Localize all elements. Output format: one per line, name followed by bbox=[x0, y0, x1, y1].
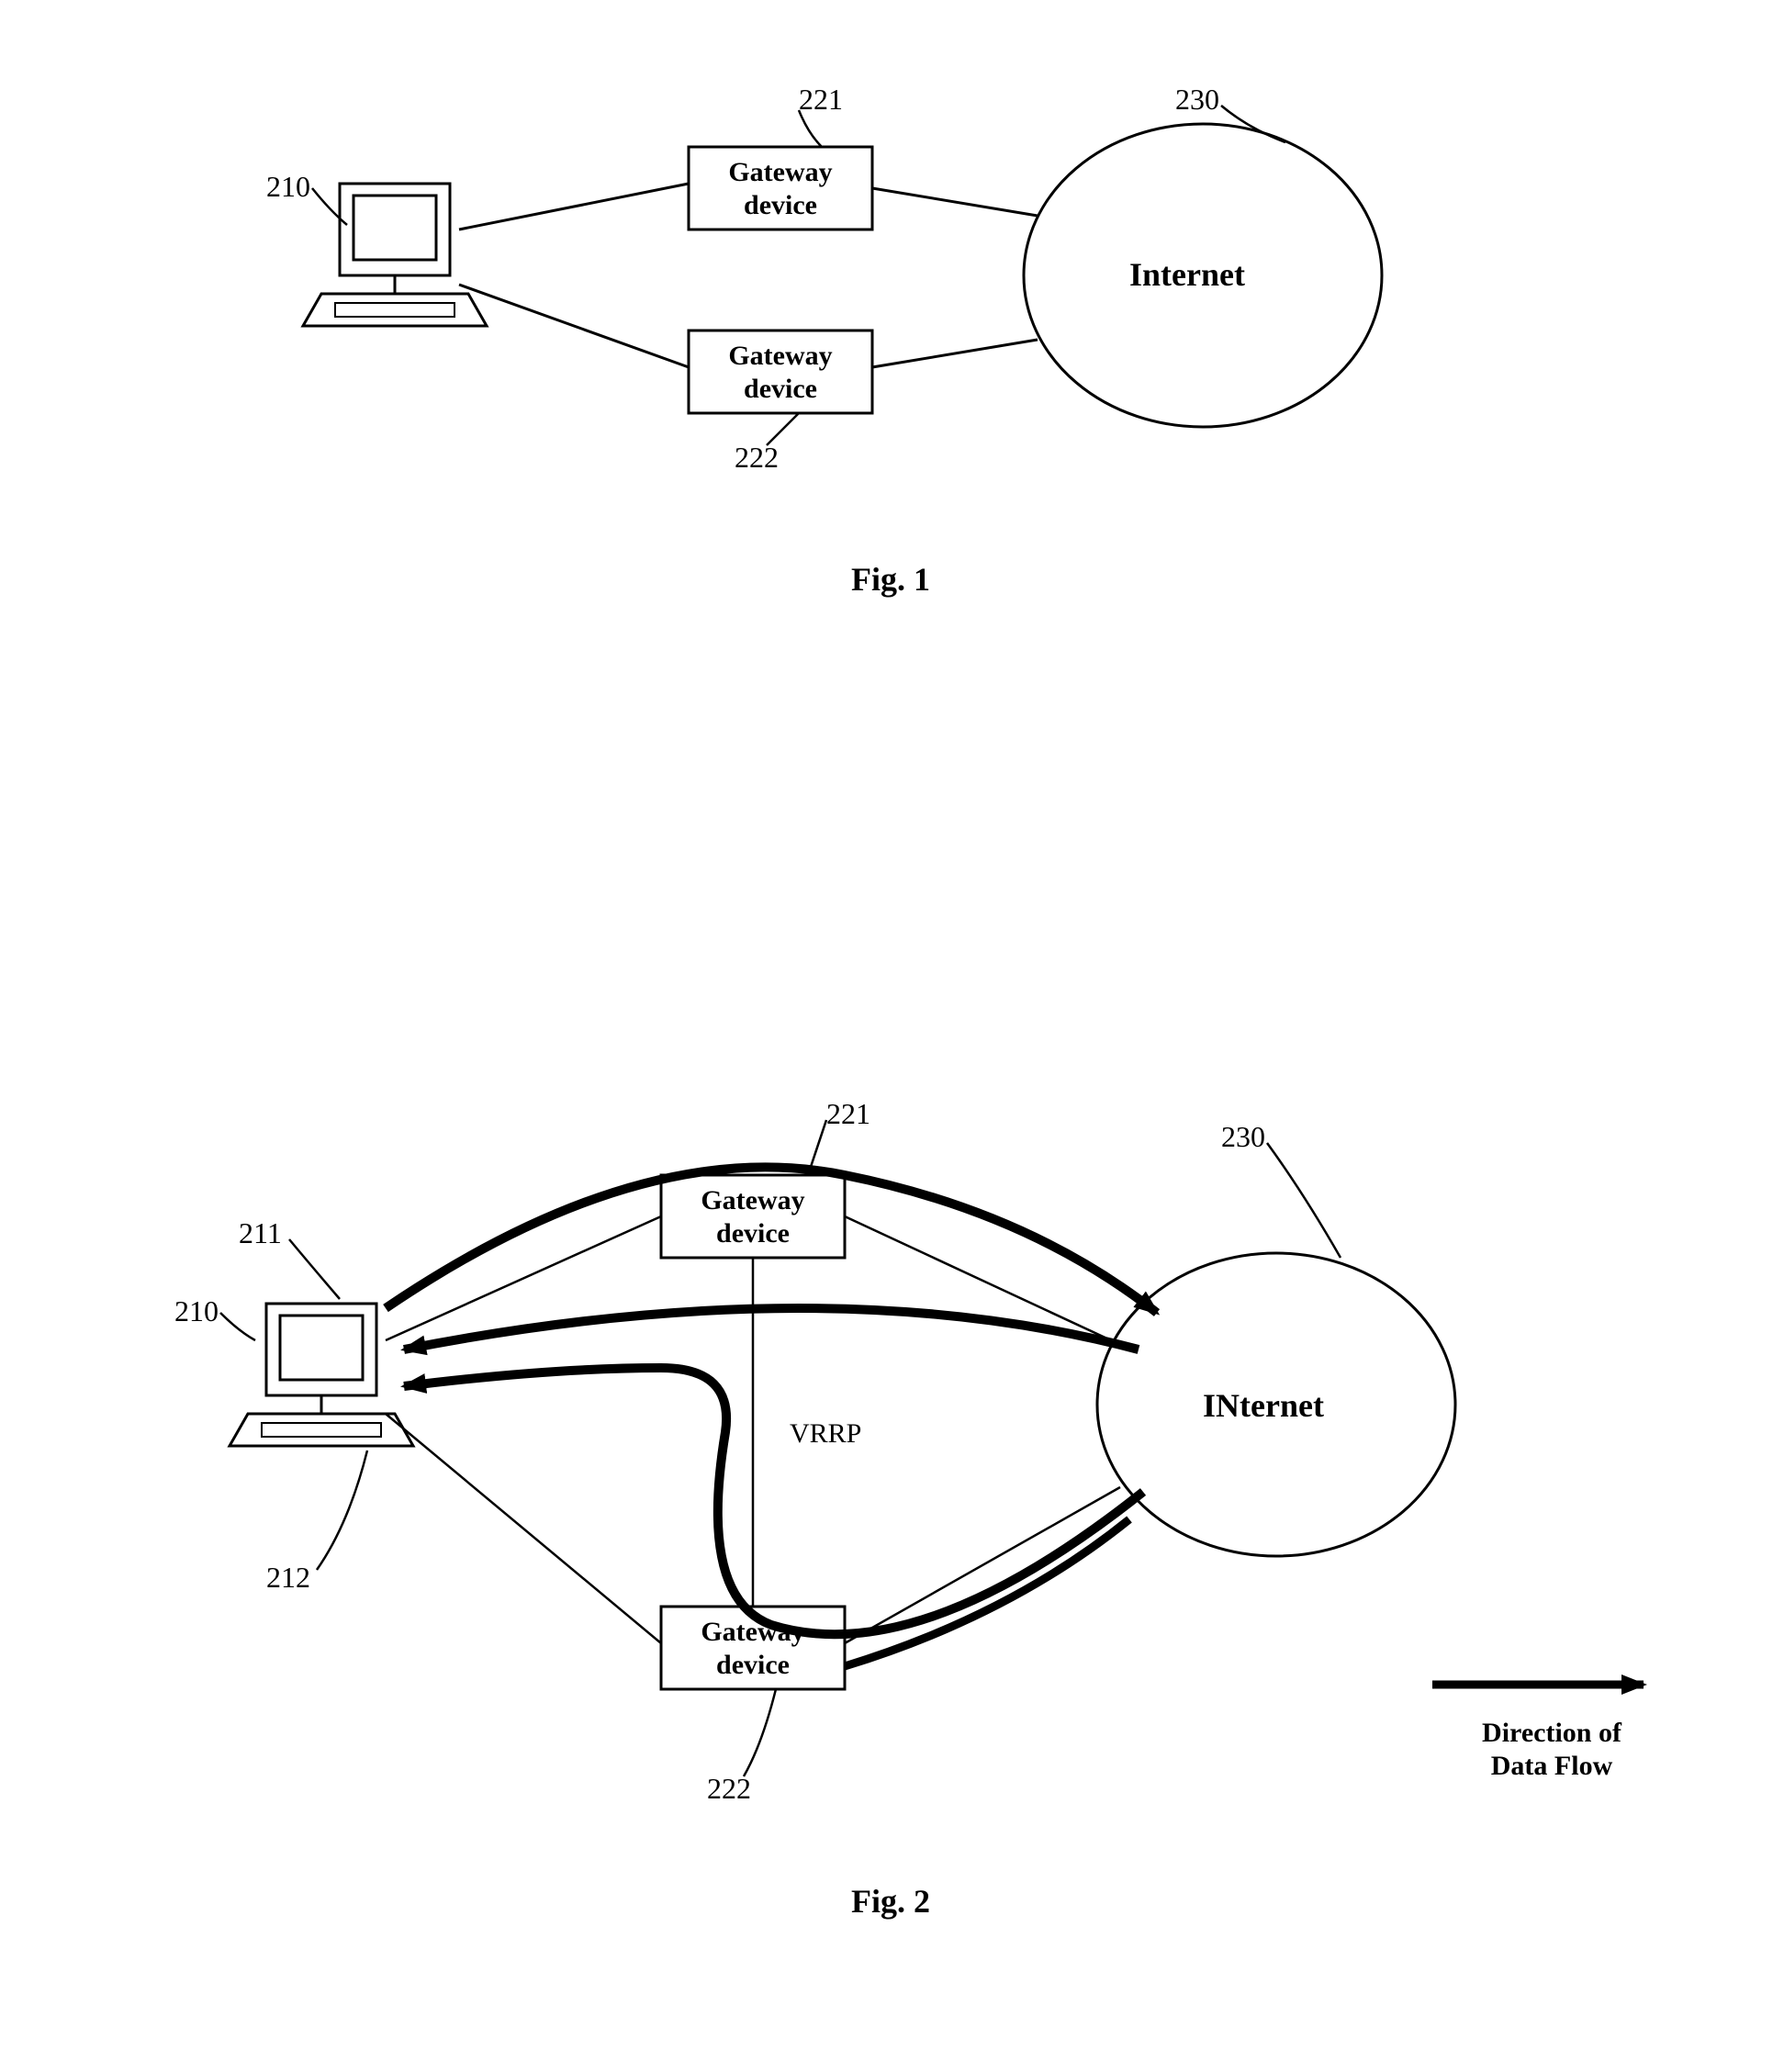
page-container: 210 221 222 230 Gatewaydevice Gatewaydev… bbox=[0, 0, 1784, 2072]
internet-label-fig2: INternet bbox=[1203, 1386, 1324, 1425]
ref-210-fig1: 210 bbox=[266, 170, 310, 204]
ref-230-fig1: 230 bbox=[1175, 83, 1219, 117]
gateway1-label-fig1: Gatewaydevice bbox=[689, 156, 872, 222]
gateway1-label-fig2: Gatewaydevice bbox=[661, 1184, 845, 1250]
fig2-caption: Fig. 2 bbox=[799, 1882, 982, 1921]
ref-212-fig2: 212 bbox=[266, 1561, 310, 1595]
ref-222-fig2: 222 bbox=[707, 1772, 751, 1806]
ref-211-fig2: 211 bbox=[239, 1216, 282, 1250]
ref-221-fig1: 221 bbox=[799, 83, 843, 117]
vrrp-label: VRRP bbox=[790, 1418, 861, 1450]
ref-221-fig2: 221 bbox=[826, 1097, 870, 1131]
gateway2-label-fig1: Gatewaydevice bbox=[689, 340, 872, 406]
internet-label-fig1: Internet bbox=[1129, 255, 1245, 294]
legend-text: Direction ofData Flow bbox=[1451, 1717, 1653, 1783]
computer-icon-fig2 bbox=[230, 1304, 413, 1446]
ref-210-fig2: 210 bbox=[174, 1294, 219, 1328]
ref-230-fig2: 230 bbox=[1221, 1120, 1265, 1154]
gateway2-label-fig2: Gatewaydevice bbox=[661, 1616, 845, 1682]
fig1-caption: Fig. 1 bbox=[799, 560, 982, 599]
ref-222-fig1: 222 bbox=[735, 441, 779, 475]
computer-icon-fig1 bbox=[303, 184, 487, 326]
